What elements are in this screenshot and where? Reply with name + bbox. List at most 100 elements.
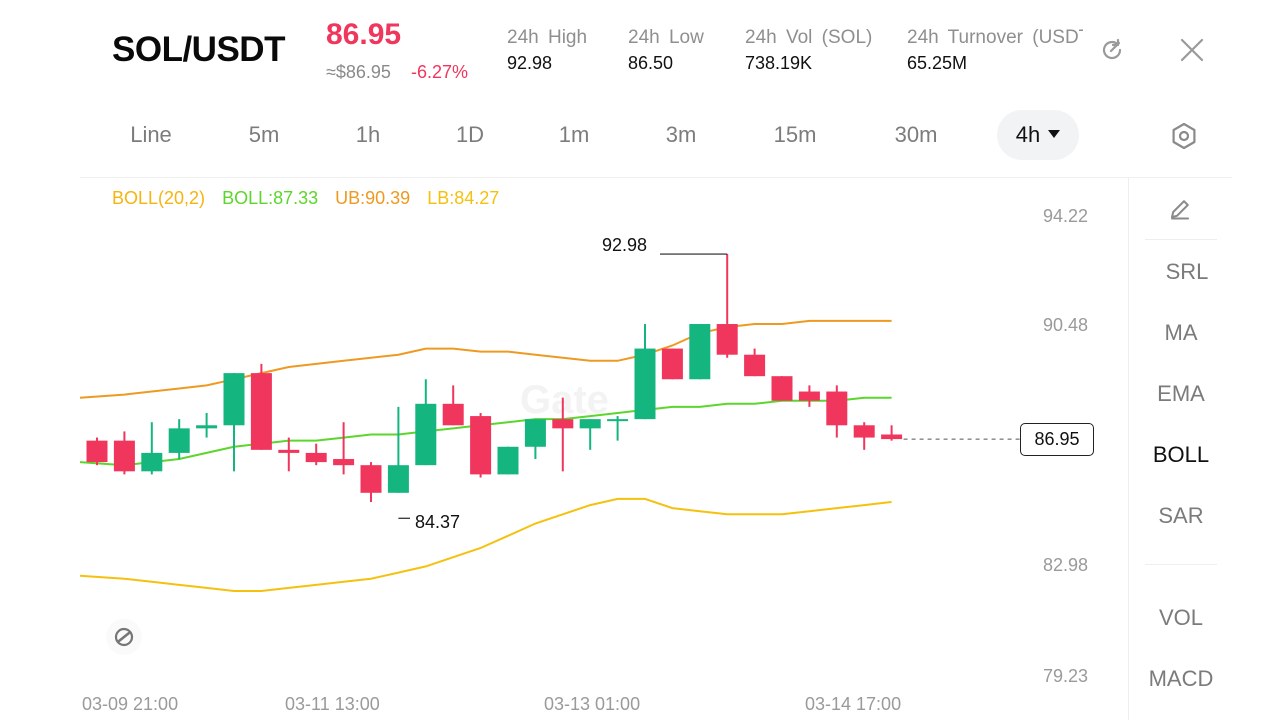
tab-1h[interactable]: 1h	[355, 122, 381, 147]
boll-indicator-values: BOLL(20,2) BOLL:87.33 UB:90.39 LB:84.27	[112, 188, 516, 209]
low-price-marker: 84.37	[415, 512, 461, 532]
candle-up	[497, 446, 519, 475]
stat-label: 24h Low	[628, 27, 704, 48]
last-price-tag: 86.95	[1020, 423, 1094, 456]
indicator-vol[interactable]: VOL	[1158, 605, 1204, 630]
usd-price: ≈$86.95	[326, 62, 391, 82]
interval-tabs: Line 5m 1h 1D 1m 3m 15m 30m 4h	[0, 110, 1280, 164]
stat-24h-low: 24h Low 86.50	[628, 27, 704, 74]
indicator-sar[interactable]: SAR	[1158, 503, 1204, 528]
candle-down	[552, 419, 574, 429]
stat-value: 86.50	[628, 53, 674, 73]
hexagon-settings-icon	[1172, 122, 1196, 150]
stat-value: 92.98	[507, 53, 553, 73]
last-price: 86.95	[326, 18, 402, 51]
stat-label: 24h Turnover (USDT)	[907, 27, 1083, 48]
divider	[80, 177, 1232, 178]
pencil-icon-svg	[1171, 200, 1189, 220]
candle-up	[689, 324, 711, 380]
candle-up	[141, 452, 163, 472]
divider	[1145, 564, 1217, 565]
y-tick-label: 79.23	[1043, 666, 1089, 686]
candle-up	[196, 425, 218, 429]
candle-down	[113, 440, 135, 472]
candle-down	[86, 440, 108, 463]
tab-line[interactable]: Line	[130, 122, 172, 147]
ticker-header: SOL/USDT 86.95 ≈$86.95 -6.27% 24h High 9…	[0, 0, 1280, 100]
candle-up	[168, 428, 190, 453]
x-tick-label: 03-11 13:00	[285, 694, 380, 714]
candle-down	[360, 465, 382, 493]
candle-down	[853, 425, 875, 438]
close-icon[interactable]	[1176, 34, 1208, 66]
share-icon[interactable]	[1096, 34, 1128, 66]
divider	[1145, 239, 1217, 240]
y-tick-label: 90.48	[1043, 315, 1089, 335]
candle-down	[278, 449, 300, 453]
boll-upper-band	[79, 319, 892, 399]
candle-down	[442, 403, 464, 426]
boll-middle-band	[79, 396, 892, 467]
candle-down	[661, 348, 683, 380]
candle-down	[798, 391, 820, 401]
tab-5m[interactable]: 5m	[248, 122, 280, 147]
boll-lb-value: LB:84.27	[427, 188, 500, 208]
exchange-logo-icon[interactable]	[106, 619, 142, 655]
candlestick-chart[interactable]	[0, 0, 1128, 720]
tab-30m[interactable]: 30m	[894, 122, 938, 147]
settings-icon[interactable]	[1168, 120, 1200, 152]
high-price-marker: 92.98	[602, 235, 648, 255]
boll-mid-value: BOLL:87.33	[222, 188, 319, 208]
logo-mark	[114, 627, 134, 647]
pencil-icon[interactable]	[1167, 196, 1193, 227]
indicator-srl[interactable]: SRL	[1165, 259, 1209, 284]
boll-ub-value: UB:90.39	[335, 188, 411, 208]
candle-up	[223, 373, 245, 426]
stat-value: 65.25M	[907, 53, 968, 73]
pair-name: SOL/USDT	[112, 30, 285, 69]
x-tick-label: 03-09 21:00	[82, 694, 179, 714]
tab-3m[interactable]: 3m	[665, 122, 697, 147]
chevron-down-icon	[1048, 130, 1061, 139]
candle-up	[634, 348, 656, 420]
share-icon-svg	[1102, 38, 1122, 60]
candle-down	[881, 434, 903, 440]
candle-up	[607, 419, 629, 422]
boll-lower-band	[79, 497, 892, 592]
tab-1m[interactable]: 1m	[558, 122, 590, 147]
tab-4h[interactable]: 4h	[997, 110, 1079, 160]
y-tick-label: 94.22	[1043, 206, 1089, 226]
candle-down	[771, 376, 793, 401]
candle-up	[524, 419, 546, 447]
candle-up	[387, 465, 409, 493]
indicator-ema[interactable]: EMA	[1157, 381, 1205, 406]
price-change: -6.27%	[411, 62, 469, 82]
indicator-boll[interactable]: BOLL	[1152, 442, 1210, 467]
candle-up	[415, 403, 437, 466]
tab-1d[interactable]: 1D	[455, 122, 485, 147]
candle-down	[470, 416, 492, 475]
y-tick-label: 82.98	[1043, 555, 1089, 575]
indicator-macd[interactable]: MACD	[1148, 666, 1214, 691]
candle-down	[826, 391, 848, 426]
candle-down	[333, 459, 355, 466]
candle-up	[579, 419, 601, 429]
stat-24h-vol: 24h Vol (SOL) 738.19K	[745, 27, 872, 74]
stat-label: 24h Vol (SOL)	[745, 27, 873, 48]
stat-24h-high: 24h High 92.98	[507, 27, 587, 74]
stat-label: 24h High	[507, 27, 588, 48]
boll-name: BOLL(20,2)	[112, 188, 206, 208]
tab-15m[interactable]: 15m	[773, 122, 817, 147]
indicator-ma[interactable]: MA	[1164, 320, 1198, 345]
candle-down	[716, 324, 738, 355]
candle-down	[250, 373, 272, 450]
close-icon-svg	[1180, 38, 1204, 62]
x-tick-label: 03-14 17:00	[805, 694, 902, 714]
stat-24h-turnover: 24h Turnover (USDT) 65.25M	[907, 27, 1083, 74]
indicator-sidebar: SRL MA EMA BOLL SAR VOL MACD	[1128, 178, 1232, 720]
tab-4h-label: 4h	[1015, 122, 1041, 147]
candle-down	[744, 354, 766, 377]
x-tick-label: 03-13 01:00	[544, 694, 641, 714]
candle-down	[305, 452, 327, 463]
stat-value: 738.19K	[745, 53, 813, 73]
